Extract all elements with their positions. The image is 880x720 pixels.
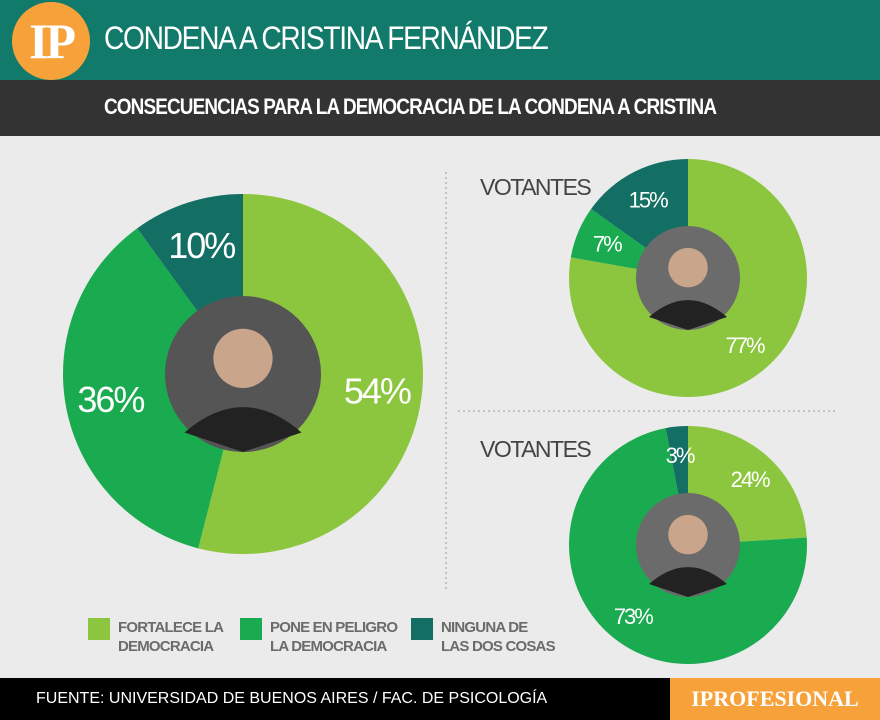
legend-label: LAS DOS COSAS <box>441 638 556 655</box>
milei-photo <box>636 226 740 330</box>
legend-item-peligro: PONE EN PELIGRO LA DEMOCRACIA <box>240 618 400 656</box>
legend-swatch <box>411 618 433 640</box>
page-title: CONDENA A CRISTINA FERNÁNDEZ <box>104 20 549 56</box>
donut-1-label-3: 10% <box>168 225 235 266</box>
legend-item-ninguna: NINGUNA DE LAS DOS COSAS <box>411 618 571 656</box>
ip-logo: IP <box>12 2 90 80</box>
legend-label: FORTALECE LA <box>118 619 224 636</box>
chart-2-title: VOTANTES <box>480 174 592 200</box>
footer: FUENTE: UNIVERSIDAD DE BUENOS AIRES / FA… <box>0 678 880 720</box>
chart-3-title: VOTANTES <box>480 436 592 462</box>
iprofesional-logo: IPROFESIONAL <box>670 678 880 720</box>
legend-label: NINGUNA DE <box>441 619 528 636</box>
donut-1-slice-2 <box>63 228 243 549</box>
donut-2-label-1: 77% <box>726 333 765 358</box>
massa-photo <box>636 493 740 597</box>
legend-item-fortalece: FORTALECE LA DEMOCRACIA <box>88 618 248 656</box>
donut-1-label-2: 36% <box>77 379 144 420</box>
legend-swatch <box>88 618 110 640</box>
subtitle-bar: CONSECUENCIAS PARA LA DEMOCRACIA DE LA C… <box>0 80 880 136</box>
subtitle: CONSECUENCIAS PARA LA DEMOCRACIA DE LA C… <box>104 94 717 119</box>
donut-1-label-1: 54% <box>344 371 411 412</box>
cristina-photo <box>165 296 321 452</box>
legend-label: LA DEMOCRACIA <box>270 638 387 655</box>
donut-3-label-2: 73% <box>614 604 653 629</box>
header-bar: IP CONDENA A CRISTINA FERNÁNDEZ <box>0 0 880 80</box>
legend-label: PONE EN PELIGRO <box>270 619 398 636</box>
donut-2-label-3: 15% <box>629 187 668 212</box>
legend-swatch <box>240 618 262 640</box>
legend-label: DEMOCRACIA <box>118 638 214 655</box>
donut-3-label-3: 3% <box>666 443 695 468</box>
donut-3-label-1: 24% <box>731 467 770 492</box>
donut-2-label-2: 7% <box>593 232 622 257</box>
source-text: FUENTE: UNIVERSIDAD DE BUENOS AIRES / FA… <box>36 690 548 707</box>
